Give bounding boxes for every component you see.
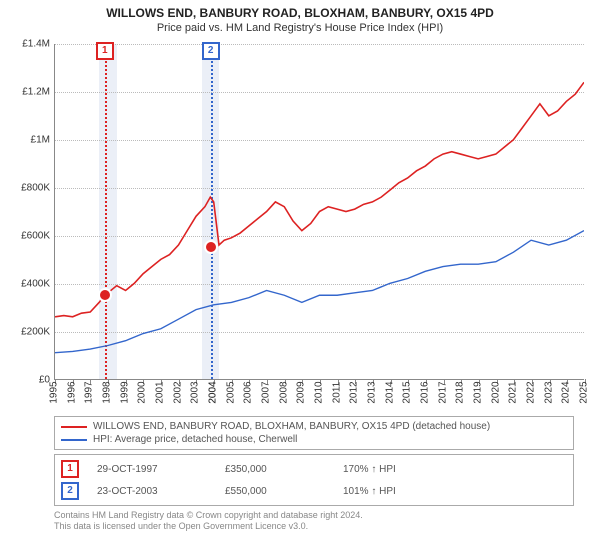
x-axis-label: 2008 <box>278 381 289 403</box>
x-axis-label: 2010 <box>314 381 325 403</box>
x-axis-label: 2003 <box>190 381 201 403</box>
sale-event-line <box>211 44 213 379</box>
sales-row-date: 29-OCT-1997 <box>97 464 207 475</box>
grid-line <box>55 332 584 333</box>
x-axis-label: 2018 <box>455 381 466 403</box>
price-chart: £0 £200K £400K £600K £800K £1M £1.2M £1.4M 1 2 1… <box>10 40 590 410</box>
x-axis-label: 2001 <box>155 381 166 403</box>
grid-line <box>55 44 584 45</box>
sale-event-badge: 1 <box>96 42 114 60</box>
chart-subtitle: Price paid vs. HM Land Registry's House … <box>10 22 590 34</box>
y-axis-label: £1.4M <box>10 39 50 50</box>
x-axis-label: 2007 <box>261 381 272 403</box>
x-axis-label: 2004 <box>208 381 219 403</box>
grid-line <box>55 92 584 93</box>
x-axis-label: 1999 <box>119 381 130 403</box>
series-line <box>55 82 584 316</box>
x-axis-label: 2011 <box>331 382 342 404</box>
legend-label: WILLOWS END, BANBURY ROAD, BLOXHAM, BANB… <box>93 421 490 432</box>
sale-event-badge: 2 <box>202 42 220 60</box>
sale-event-marker <box>204 240 218 254</box>
x-axis-label: 2013 <box>367 381 378 403</box>
y-axis-label: £800K <box>10 183 50 194</box>
x-axis-label: 2025 <box>579 381 590 403</box>
sales-row: 2 23-OCT-2003 £550,000 101% ↑ HPI <box>61 480 567 502</box>
grid-line <box>55 236 584 237</box>
sale-event-marker <box>98 288 112 302</box>
sales-row-badge: 1 <box>61 460 79 478</box>
grid-line <box>55 140 584 141</box>
sales-row-price: £550,000 <box>225 486 325 497</box>
legend: WILLOWS END, BANBURY ROAD, BLOXHAM, BANB… <box>54 416 574 450</box>
legend-label: HPI: Average price, detached house, Cher… <box>93 434 297 445</box>
x-axis-label: 2012 <box>349 381 360 403</box>
x-axis-label: 2021 <box>508 381 519 403</box>
x-axis-label: 1998 <box>102 381 113 403</box>
x-axis-label: 2002 <box>172 381 183 403</box>
sale-event-line <box>105 44 107 379</box>
chart-title: WILLOWS END, BANBURY ROAD, BLOXHAM, BANB… <box>10 6 590 20</box>
x-axis-label: 1995 <box>49 381 60 403</box>
series-line <box>55 231 584 353</box>
sales-row-price: £350,000 <box>225 464 325 475</box>
legend-item: HPI: Average price, detached house, Cher… <box>61 433 567 446</box>
footnote: Contains HM Land Registry data © Crown c… <box>54 510 590 533</box>
x-axis-label: 2009 <box>296 381 307 403</box>
x-axis-label: 2023 <box>543 381 554 403</box>
x-axis-label: 2000 <box>137 381 148 403</box>
x-axis-label: 1996 <box>66 381 77 403</box>
x-axis-label: 1997 <box>84 381 95 403</box>
x-axis-label: 2015 <box>402 381 413 403</box>
x-axis-label: 2019 <box>473 381 484 403</box>
y-axis-label: £0 <box>10 375 50 386</box>
legend-item: WILLOWS END, BANBURY ROAD, BLOXHAM, BANB… <box>61 420 567 433</box>
x-axis-label: 2022 <box>526 381 537 403</box>
sales-row: 1 29-OCT-1997 £350,000 170% ↑ HPI <box>61 458 567 480</box>
footnote-line-1: Contains HM Land Registry data © Crown c… <box>54 510 590 521</box>
legend-swatch <box>61 426 87 428</box>
y-axis-label: £1M <box>10 135 50 146</box>
sales-row-pct: 101% ↑ HPI <box>343 486 443 497</box>
x-axis-label: 2005 <box>225 381 236 403</box>
sales-row-date: 23-OCT-2003 <box>97 486 207 497</box>
x-axis-label: 2020 <box>490 381 501 403</box>
sales-row-badge: 2 <box>61 482 79 500</box>
x-axis-label: 2014 <box>384 381 395 403</box>
x-axis-label: 2024 <box>561 381 572 403</box>
grid-line <box>55 284 584 285</box>
y-axis-label: £600K <box>10 231 50 242</box>
y-axis-label: £400K <box>10 279 50 290</box>
x-axis-label: 2006 <box>243 381 254 403</box>
y-axis-label: £1.2M <box>10 87 50 98</box>
sales-row-pct: 170% ↑ HPI <box>343 464 443 475</box>
legend-swatch <box>61 439 87 441</box>
sales-table: 1 29-OCT-1997 £350,000 170% ↑ HPI 2 23-OCT-20… <box>54 454 574 506</box>
x-axis-label: 2017 <box>437 381 448 403</box>
grid-line <box>55 188 584 189</box>
footnote-line-2: This data is licensed under the Open Gov… <box>54 521 590 532</box>
y-axis-label: £200K <box>10 327 50 338</box>
x-axis-label: 2016 <box>420 381 431 403</box>
shaded-band <box>99 44 117 379</box>
